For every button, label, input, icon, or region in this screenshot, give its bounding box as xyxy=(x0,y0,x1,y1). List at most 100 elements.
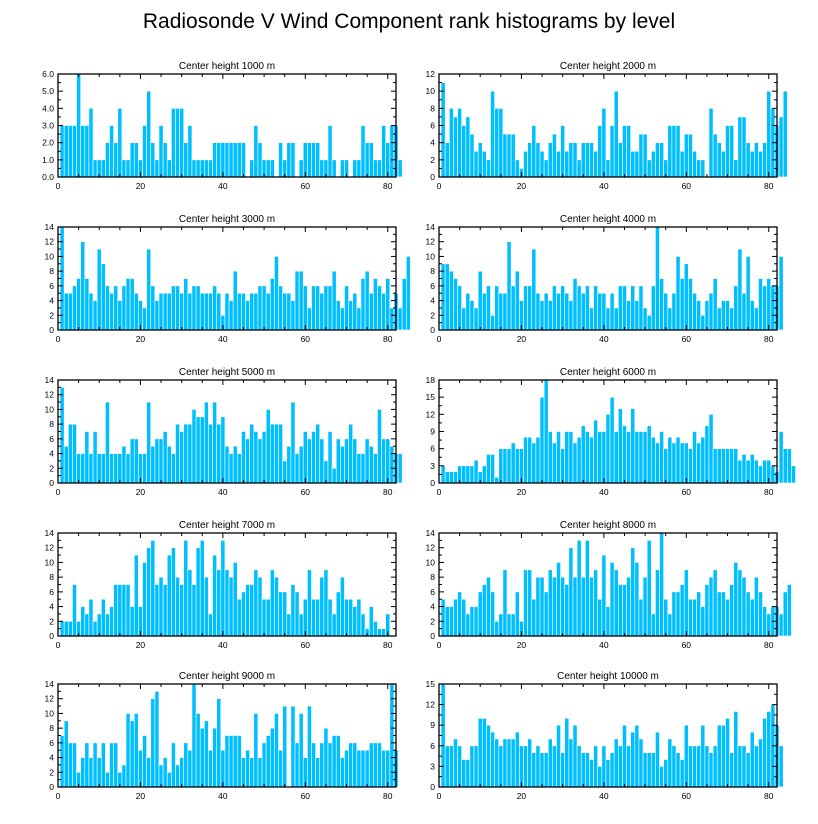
bar xyxy=(696,745,702,788)
x-tick-label: 20 xyxy=(517,640,527,650)
bar xyxy=(253,569,259,637)
bar xyxy=(560,285,566,331)
bar xyxy=(535,436,541,484)
bar xyxy=(257,757,263,788)
bar xyxy=(175,576,180,637)
bar xyxy=(692,598,697,637)
bar xyxy=(113,142,119,178)
bar xyxy=(311,742,316,788)
bar xyxy=(539,752,545,788)
bar xyxy=(700,159,706,178)
bar xyxy=(700,606,706,637)
y-tick-label: 12 xyxy=(45,543,55,553)
bar xyxy=(344,598,349,637)
bar xyxy=(340,307,345,331)
bar xyxy=(72,125,77,178)
bar xyxy=(597,598,603,637)
bar xyxy=(191,285,197,331)
x-tick-label: 0 xyxy=(437,181,442,191)
bar xyxy=(692,431,697,484)
bar xyxy=(531,598,537,637)
bar xyxy=(700,724,706,788)
bar xyxy=(373,278,378,331)
bar xyxy=(154,584,160,637)
bar xyxy=(166,159,172,178)
bar xyxy=(729,307,735,331)
bar xyxy=(646,314,652,331)
bar xyxy=(162,292,168,331)
bar xyxy=(543,591,549,637)
bar xyxy=(473,459,479,484)
y-tick-label: 8 xyxy=(49,266,54,276)
bar xyxy=(96,453,102,484)
x-tick-label: 60 xyxy=(301,334,311,344)
y-tick-label: 0 xyxy=(430,631,435,641)
bar xyxy=(556,150,561,178)
bar xyxy=(216,142,222,178)
bar xyxy=(261,431,267,484)
y-tick-label: 10 xyxy=(426,251,436,261)
bar xyxy=(133,713,139,788)
bar xyxy=(667,307,673,331)
bar xyxy=(377,409,382,484)
bar xyxy=(531,125,537,178)
bar xyxy=(109,453,114,484)
bar xyxy=(523,436,528,484)
bar xyxy=(195,285,201,331)
bar xyxy=(129,438,135,484)
y-tick-label: 2 xyxy=(49,616,54,626)
bar xyxy=(63,620,69,637)
bar xyxy=(659,431,664,484)
bar xyxy=(626,125,631,178)
bar xyxy=(92,431,98,484)
bar xyxy=(745,256,751,331)
bar xyxy=(514,448,520,484)
bar xyxy=(183,423,189,484)
bar xyxy=(84,742,90,788)
bar xyxy=(469,745,475,788)
bar xyxy=(572,576,578,637)
bar xyxy=(96,613,102,637)
panel-title: Center height 9000 m xyxy=(179,671,275,682)
bar xyxy=(335,300,341,331)
bar xyxy=(646,159,652,178)
bar xyxy=(758,738,763,788)
y-tick-label: 14 xyxy=(426,528,436,538)
bar xyxy=(348,423,354,484)
bar xyxy=(63,125,69,178)
y-tick-label: 2 xyxy=(430,310,435,320)
bar xyxy=(448,606,454,637)
y-tick-label: 12 xyxy=(426,543,436,553)
bar xyxy=(146,547,152,637)
bar xyxy=(560,752,566,788)
bar xyxy=(340,757,345,788)
y-tick-label: 6 xyxy=(49,587,54,597)
bar xyxy=(373,620,378,637)
y-tick-label: 18 xyxy=(426,375,436,385)
y-tick-label: 0 xyxy=(430,172,435,182)
bar xyxy=(547,738,553,788)
bar xyxy=(721,448,726,484)
bar xyxy=(257,285,263,331)
bar xyxy=(712,448,718,484)
bar xyxy=(535,745,541,788)
bar xyxy=(568,547,574,637)
bar xyxy=(721,591,726,637)
bar xyxy=(675,125,681,178)
bar xyxy=(527,738,533,788)
bar xyxy=(162,142,168,178)
bar xyxy=(150,540,156,637)
bar xyxy=(547,431,553,484)
bar xyxy=(716,307,722,331)
bar xyxy=(638,285,644,331)
bar xyxy=(249,757,255,788)
bar xyxy=(638,133,644,178)
y-tick-label: 12 xyxy=(45,694,55,704)
bar xyxy=(716,591,722,637)
bar xyxy=(708,414,714,484)
bar xyxy=(146,401,152,484)
bar xyxy=(265,292,271,331)
bar xyxy=(274,576,279,637)
bar xyxy=(360,278,366,331)
bar xyxy=(237,292,242,331)
